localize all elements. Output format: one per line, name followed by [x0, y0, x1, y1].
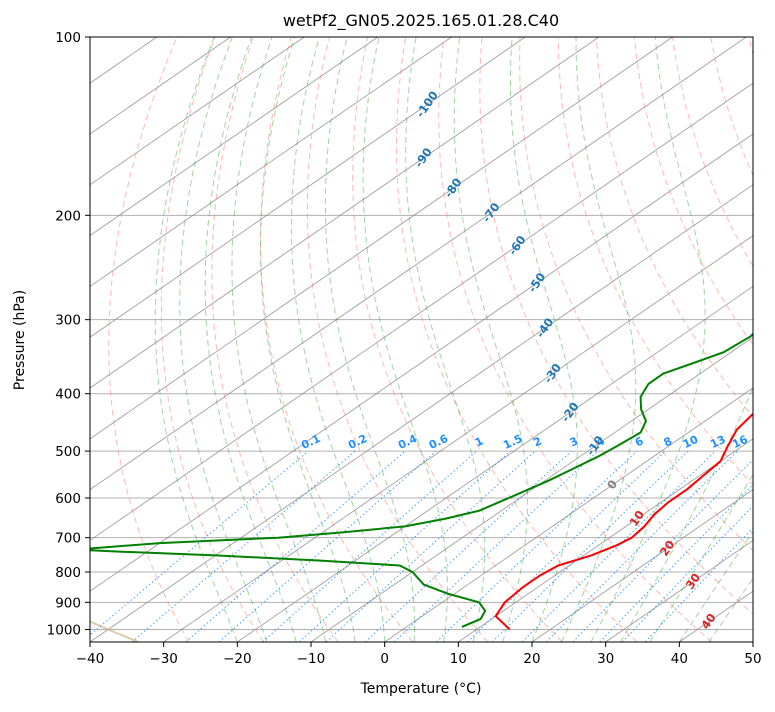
chart-title: wetPf2_GN05.2025.165.01.28.C40 — [283, 11, 559, 31]
x-axis-label: Temperature (°C) — [360, 681, 482, 697]
y-tick-label: 400 — [55, 387, 81, 403]
y-tick-label: 500 — [55, 444, 81, 460]
y-tick-label: 800 — [55, 565, 81, 581]
x-tick-label: 0 — [380, 651, 389, 667]
y-tick-label: 900 — [55, 595, 81, 611]
y-tick-label: 1000 — [47, 622, 81, 638]
x-tick-label: 30 — [597, 651, 614, 667]
y-tick-label: 200 — [55, 208, 81, 224]
y-tick-label: 700 — [55, 531, 81, 547]
y-tick-label: 300 — [55, 313, 81, 329]
y-tick-label: 100 — [55, 30, 81, 46]
x-tick-label: −40 — [76, 651, 105, 667]
y-axis-label: Pressure (hPa) — [12, 290, 28, 390]
x-tick-label: 10 — [450, 651, 467, 667]
x-tick-label: 20 — [523, 651, 540, 667]
x-tick-label: 50 — [744, 651, 761, 667]
x-tick-label: −10 — [297, 651, 326, 667]
x-tick-label: −30 — [149, 651, 178, 667]
x-tick-label: 40 — [671, 651, 688, 667]
x-tick-label: −20 — [223, 651, 252, 667]
y-tick-label: 600 — [55, 491, 81, 507]
